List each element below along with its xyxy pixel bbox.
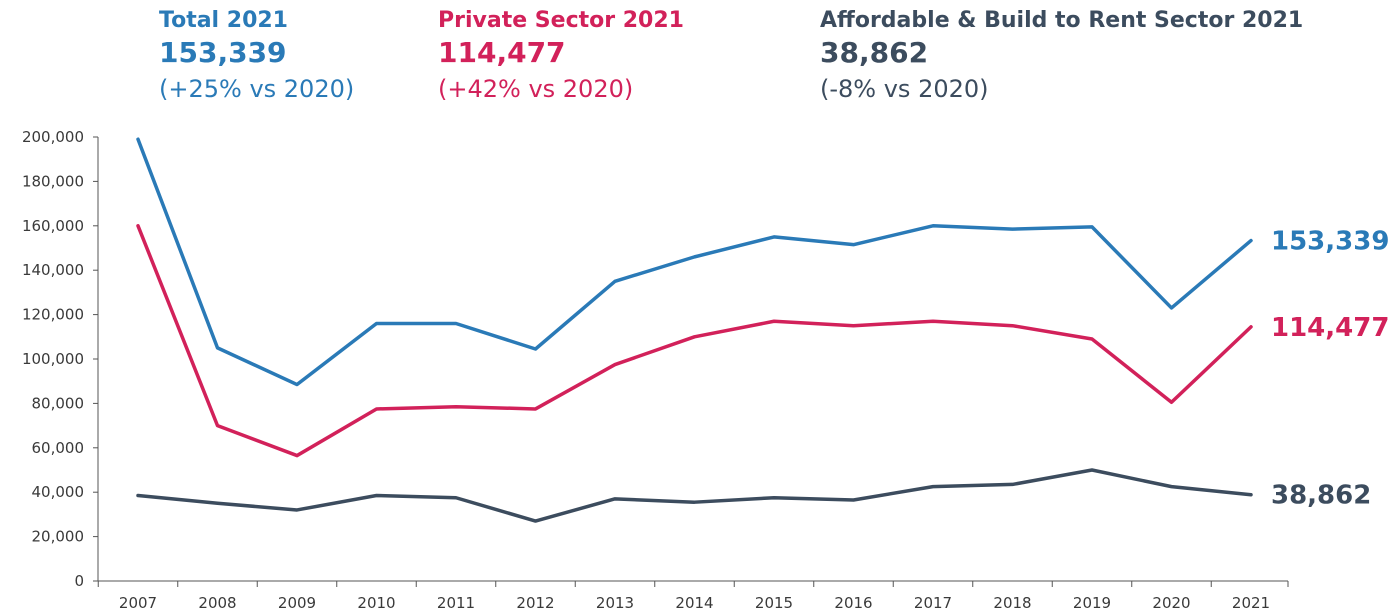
x-tick-label: 2009 xyxy=(278,594,316,612)
y-tick-label: 120,000 xyxy=(22,306,84,324)
summary-total: Total 2021 153,339 (+25% vs 2020) xyxy=(159,6,354,108)
summary-private: Private Sector 2021 114,477 (+42% vs 202… xyxy=(438,6,684,108)
y-tick-label: 60,000 xyxy=(32,439,85,457)
x-tick-label: 2012 xyxy=(516,594,554,612)
y-tick-label: 0 xyxy=(74,572,84,590)
x-tick-label: 2007 xyxy=(119,594,157,612)
summary-private-change: (+42% vs 2020) xyxy=(438,75,634,103)
y-tick-label: 100,000 xyxy=(22,350,84,368)
end-label-afford: 38,862 xyxy=(1271,481,1371,511)
y-tick-label: 40,000 xyxy=(32,483,85,501)
summary-affordable-change: (-8% vs 2020) xyxy=(820,75,989,103)
series-line-private xyxy=(136,224,1253,458)
end-label-total: 153,339 xyxy=(1271,227,1389,257)
summary-affordable: Affordable & Build to Rent Sector 2021 3… xyxy=(820,6,1303,108)
x-tick-label: 2014 xyxy=(675,594,713,612)
summary-total-value: 153,339 xyxy=(159,36,287,69)
x-tick-label: 2016 xyxy=(834,594,872,612)
y-tick-label: 80,000 xyxy=(32,394,85,412)
y-tick-label: 160,000 xyxy=(22,217,84,235)
x-tick-label: 2020 xyxy=(1152,594,1190,612)
x-tick-label: 2018 xyxy=(993,594,1031,612)
x-tick-label: 2019 xyxy=(1073,594,1111,612)
y-tick-label: 140,000 xyxy=(22,261,84,279)
summary-affordable-title: Affordable & Build to Rent Sector 2021 xyxy=(820,8,1304,33)
summary-total-title: Total 2021 xyxy=(159,8,288,33)
end-label-private: 114,477 xyxy=(1271,313,1389,343)
y-tick-label: 180,000 xyxy=(22,172,84,190)
series-line-total xyxy=(136,137,1253,387)
summary-total-change: (+25% vs 2020) xyxy=(159,75,355,103)
summary-private-value: 114,477 xyxy=(438,36,566,69)
x-tick-label: 2008 xyxy=(198,594,236,612)
summary-affordable-value: 38,862 xyxy=(820,36,929,69)
x-tick-label: 2010 xyxy=(357,594,395,612)
y-tick-label: 200,000 xyxy=(22,128,84,146)
series-line-afford xyxy=(136,468,1253,523)
x-tick-label: 2013 xyxy=(596,594,634,612)
x-tick-label: 2021 xyxy=(1232,594,1270,612)
x-tick-label: 2011 xyxy=(437,594,475,612)
y-tick-label: 20,000 xyxy=(32,528,85,546)
x-tick-label: 2017 xyxy=(914,594,952,612)
x-tick-label: 2015 xyxy=(755,594,793,612)
summary-private-title: Private Sector 2021 xyxy=(438,8,684,33)
